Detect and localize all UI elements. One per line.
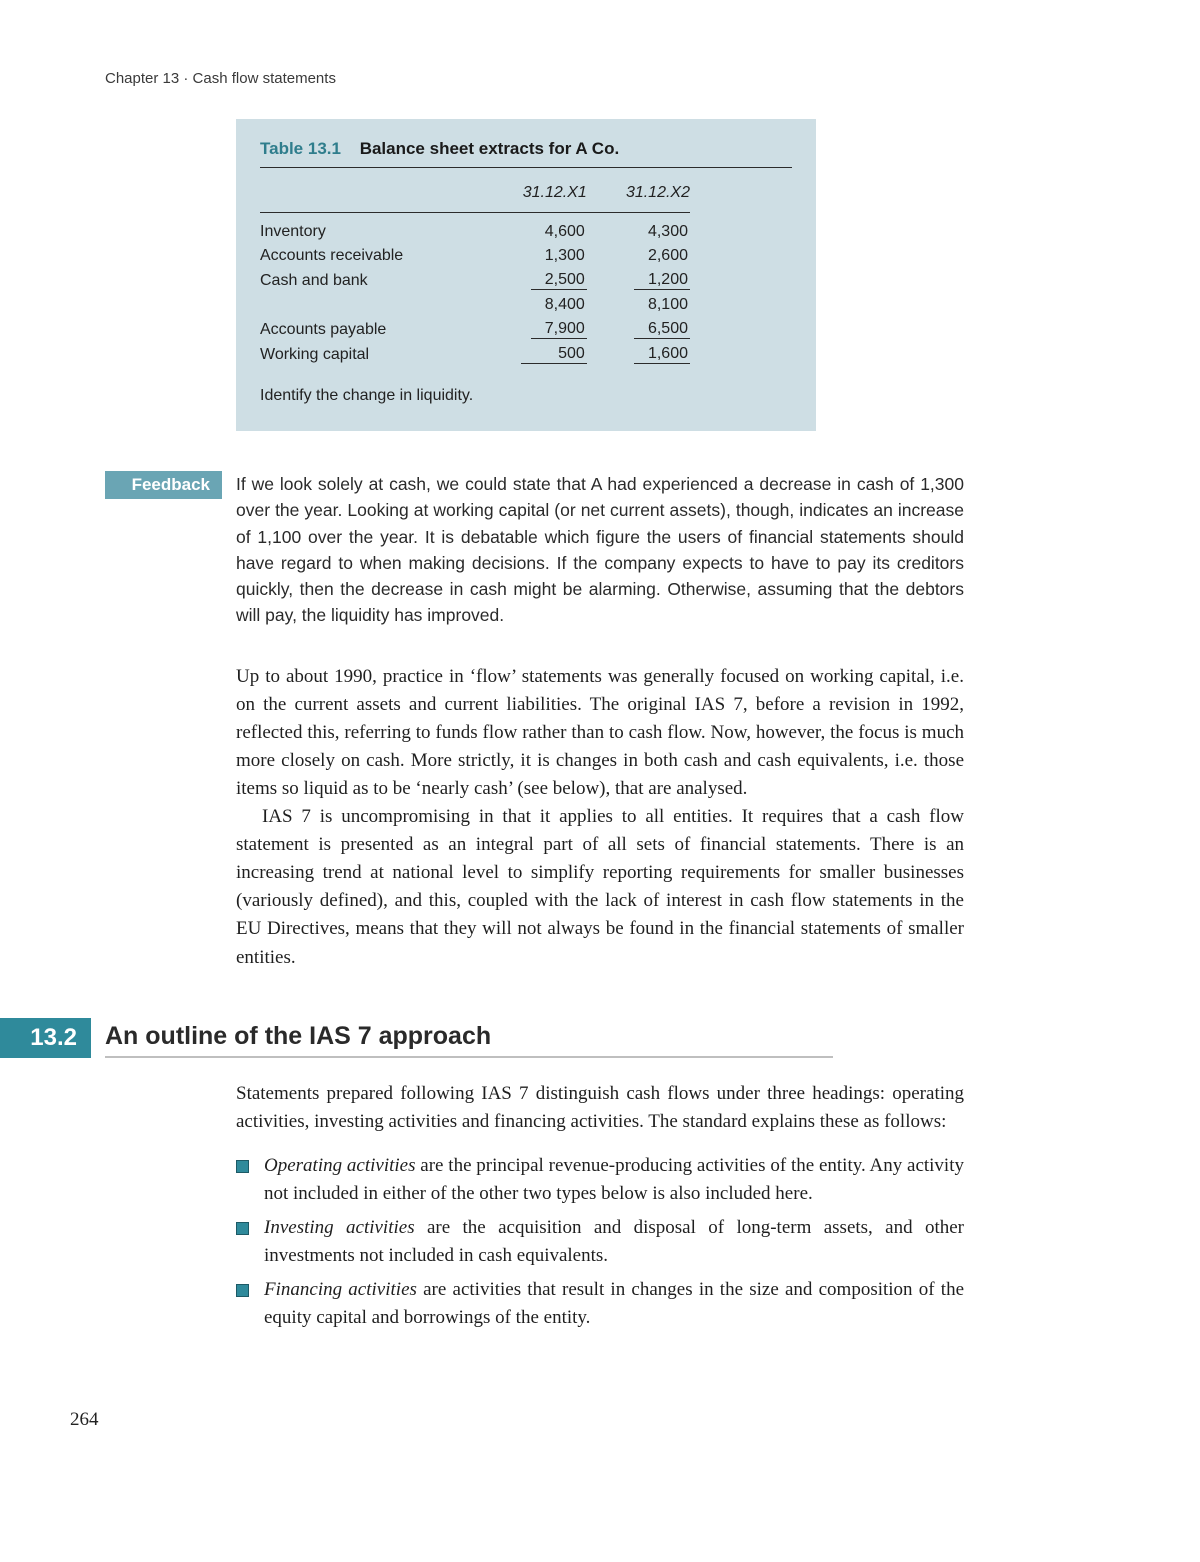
col-header-x1: 31.12.X1 [484, 174, 587, 213]
feedback-badge: Feedback [105, 471, 222, 499]
page-number: 264 [70, 1409, 1095, 1431]
section-heading-13-2: 13.2 An outline of the IAS 7 approach [0, 1018, 833, 1058]
table-13-1: Table 13.1 Balance sheet extracts for A … [236, 119, 816, 431]
col-header-x2: 31.12.X2 [587, 174, 690, 213]
list-item: Investing activities are the acquisition… [236, 1214, 964, 1270]
section-title: An outline of the IAS 7 approach [105, 1018, 833, 1058]
balance-sheet-table: 31.12.X1 31.12.X2 Inventory 4,600 4,300 … [260, 174, 690, 367]
table-instruction: Identify the change in liquidity. [260, 387, 792, 405]
table-row: Working capital 500 1,600 [260, 342, 690, 367]
table-row: 8,400 8,100 [260, 293, 690, 317]
section-number: 13.2 [0, 1018, 91, 1058]
body-paragraph: IAS 7 is uncompromising in that it appli… [236, 803, 964, 972]
table-row: Inventory 4,600 4,300 [260, 213, 690, 245]
chapter-header: Chapter 13 · Cash flow statements [105, 70, 1095, 87]
body-paragraph: Statements prepared following IAS 7 dist… [236, 1080, 964, 1136]
table-row: Accounts payable 7,900 6,500 [260, 317, 690, 342]
feedback-text: If we look solely at cash, we could stat… [236, 471, 964, 629]
table-row: Cash and bank 2,500 1,200 [260, 268, 690, 293]
body-paragraph: Up to about 1990, practice in ‘flow’ sta… [236, 663, 964, 804]
table-row: Accounts receivable 1,300 2,600 [260, 244, 690, 268]
activity-list: Operating activities are the principal r… [236, 1152, 964, 1333]
table-title: Table 13.1 Balance sheet extracts for A … [260, 139, 792, 168]
list-item: Operating activities are the principal r… [236, 1152, 964, 1208]
list-item: Financing activities are activities that… [236, 1276, 964, 1332]
table-caption: Balance sheet extracts for A Co. [360, 139, 620, 158]
feedback-block: Feedback If we look solely at cash, we c… [105, 471, 1095, 629]
table-number: Table 13.1 [260, 139, 341, 158]
